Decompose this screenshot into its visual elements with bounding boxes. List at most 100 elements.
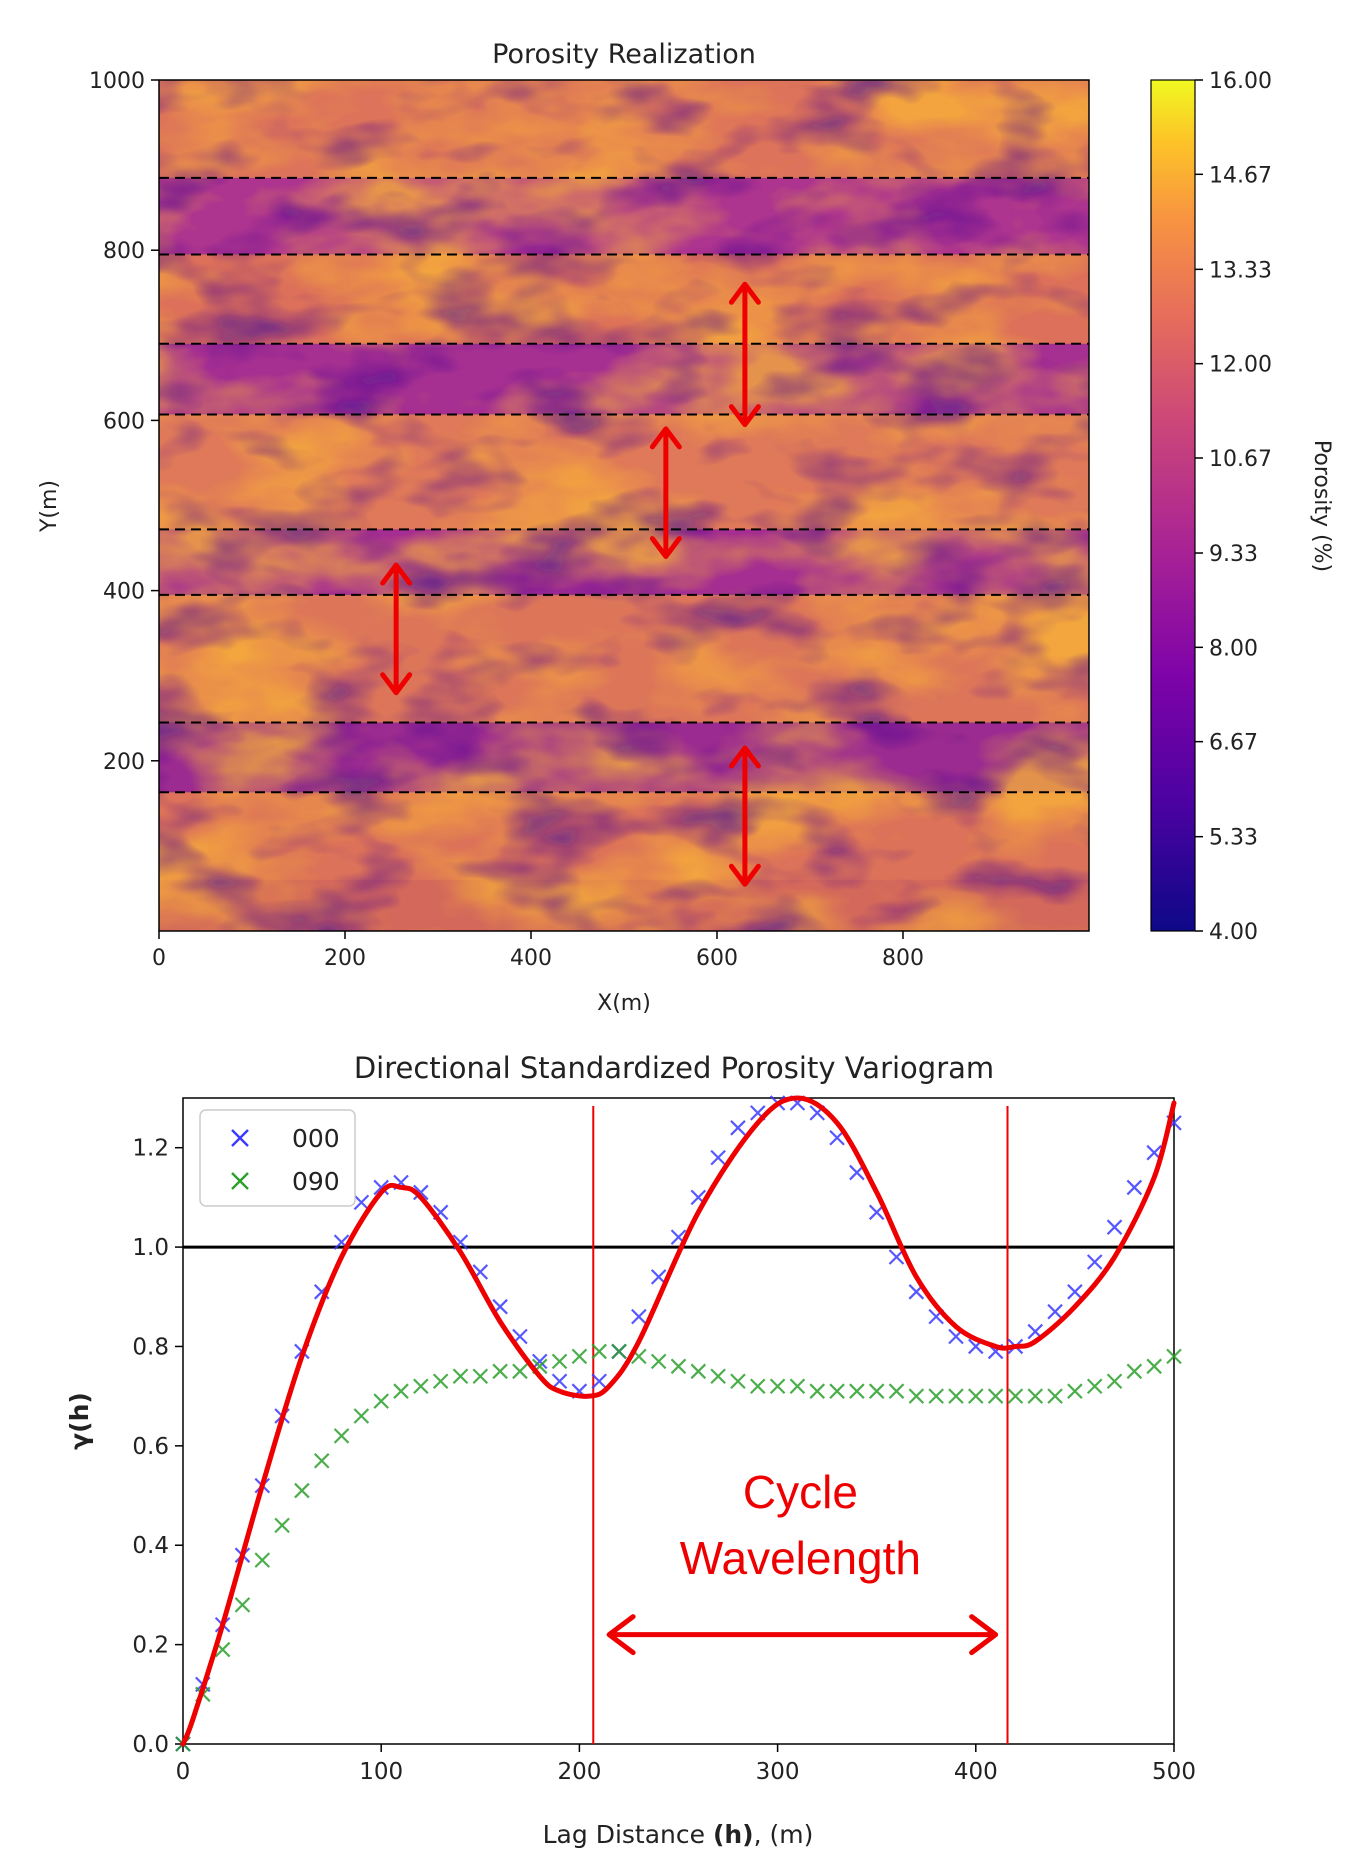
- variogram-y-tick-label: 0.2: [132, 1633, 169, 1659]
- colorbar-tick-label: 8.00: [1209, 636, 1258, 661]
- series-090-marker: [730, 1373, 746, 1390]
- double-arrow-head: [649, 426, 682, 450]
- wavelength-arrow-head: [969, 1614, 999, 1656]
- colorbar-tick-label: 10.67: [1209, 447, 1272, 472]
- legend-marker-000: [231, 1129, 249, 1147]
- series-090-marker: [1106, 1373, 1123, 1390]
- heatmap-title: Porosity Realization: [492, 39, 756, 70]
- series-090-marker: [928, 1388, 944, 1404]
- series-090-marker: [968, 1388, 984, 1404]
- series-000-marker: [591, 1373, 607, 1390]
- series-090-marker: [1086, 1378, 1103, 1394]
- double-arrow-head: [728, 404, 761, 428]
- series-090-marker: [868, 1383, 885, 1399]
- series-090-marker: [274, 1517, 290, 1534]
- series-090-marker: [670, 1358, 687, 1375]
- series-090-marker: [1126, 1363, 1143, 1380]
- heatmap-x-tick-label: 0: [152, 946, 166, 971]
- heatmap-y-tick-label: 600: [103, 409, 145, 434]
- series-090-marker: [353, 1408, 370, 1424]
- heatmap-x-tick-label: 200: [324, 946, 366, 971]
- series-000-marker: [1086, 1254, 1103, 1270]
- porosity-heatmap-image: [159, 80, 1089, 931]
- series-090-marker: [789, 1378, 806, 1394]
- variogram-y-tick-label: 0.8: [132, 1334, 169, 1360]
- series-090-marker: [650, 1353, 667, 1370]
- series-090-marker: [1166, 1348, 1182, 1365]
- heatmap-x-tick-label: 400: [510, 946, 552, 971]
- series-090-marker: [413, 1378, 429, 1394]
- series-090-marker: [948, 1388, 964, 1404]
- heatmap-y-label: Y(m): [37, 480, 62, 533]
- series-090-marker: [254, 1552, 271, 1568]
- wavelength-arrow-head: [606, 1614, 636, 1656]
- cycle-annotation-line1: Cycle: [743, 1466, 858, 1518]
- series-000-marker: [531, 1353, 548, 1370]
- series-090-marker: [393, 1383, 409, 1399]
- heatmap-x-tick-label: 800: [882, 946, 924, 971]
- series-000-marker: [631, 1308, 647, 1325]
- series-090-marker: [571, 1348, 588, 1365]
- series-090-marker: [1146, 1358, 1162, 1375]
- series-090-marker: [849, 1383, 865, 1399]
- variogram-x-tick-label: 500: [1152, 1759, 1196, 1785]
- colorbar: [1150, 79, 1196, 932]
- double-arrow-head: [728, 281, 761, 305]
- series-090-marker: [313, 1452, 330, 1469]
- variogram-x-tick-label: 100: [359, 1759, 403, 1785]
- double-arrow-head: [380, 562, 413, 586]
- series-090-marker: [690, 1363, 707, 1380]
- series-090-marker: [1047, 1388, 1063, 1404]
- heatmap-y-tick-label: 400: [103, 580, 145, 605]
- series-090-marker: [888, 1383, 905, 1399]
- variogram-y-tick-label: 1.0: [132, 1235, 169, 1261]
- variogram-y-tick-label: 0.0: [132, 1732, 169, 1758]
- double-arrow-head: [728, 863, 761, 887]
- colorbar-tick-label: 4.00: [1209, 920, 1258, 945]
- series-090-marker: [829, 1383, 845, 1399]
- legend-marker-090: [231, 1172, 249, 1190]
- variogram-title: Directional Standardized Porosity Variog…: [354, 1051, 994, 1085]
- series-090-marker: [611, 1343, 627, 1360]
- series-090-marker: [472, 1368, 489, 1385]
- heatmap-y-tick-label: 1000: [89, 69, 145, 94]
- variogram-y-tick-label: 0.6: [132, 1434, 169, 1460]
- colorbar-tick-label: 6.67: [1209, 731, 1258, 756]
- series-090-marker: [710, 1368, 726, 1385]
- series-000-marker: [1126, 1179, 1143, 1196]
- heatmap-x-tick-label: 600: [696, 946, 738, 971]
- series-090-marker: [750, 1378, 766, 1394]
- double-arrow-head: [649, 536, 682, 560]
- series-090-marker: [1027, 1388, 1044, 1404]
- series-000-marker: [1047, 1303, 1063, 1320]
- series-000-marker: [710, 1149, 726, 1166]
- heatmap-frame: [158, 79, 1090, 932]
- series-000-marker: [353, 1194, 370, 1211]
- series-090-marker: [1007, 1388, 1024, 1404]
- colorbar-tick-label: 9.33: [1209, 542, 1258, 567]
- series-000-marker: [551, 1373, 568, 1390]
- series-000-marker: [413, 1184, 429, 1201]
- colorbar-tick-label: 14.67: [1209, 163, 1272, 188]
- variogram-x-label: Lag Distance (h), (m): [543, 1820, 814, 1849]
- series-090-marker: [908, 1388, 925, 1404]
- series-000-marker: [1067, 1284, 1083, 1300]
- heatmap-y-tick-label: 800: [103, 239, 145, 264]
- series-090-marker: [492, 1363, 508, 1380]
- variogram-x-tick-label: 400: [954, 1759, 998, 1785]
- heatmap-y-tick-label: 200: [103, 750, 145, 775]
- variogram-y-label: γ(h): [65, 1392, 94, 1450]
- series-090-marker: [432, 1373, 449, 1390]
- legend-label-000: 000: [292, 1124, 340, 1153]
- series-090-marker: [551, 1353, 568, 1370]
- series-090-marker: [591, 1343, 607, 1360]
- series-090-marker: [1067, 1383, 1083, 1399]
- legend-label-090: 090: [292, 1167, 340, 1196]
- heatmap-x-label: X(m): [597, 991, 651, 1016]
- series-000-marker: [373, 1179, 389, 1196]
- colorbar-tick-label: 5.33: [1209, 826, 1258, 851]
- variogram-y-tick-label: 0.4: [132, 1533, 169, 1559]
- series-090-marker: [333, 1428, 350, 1444]
- colorbar-tick-label: 13.33: [1209, 258, 1272, 283]
